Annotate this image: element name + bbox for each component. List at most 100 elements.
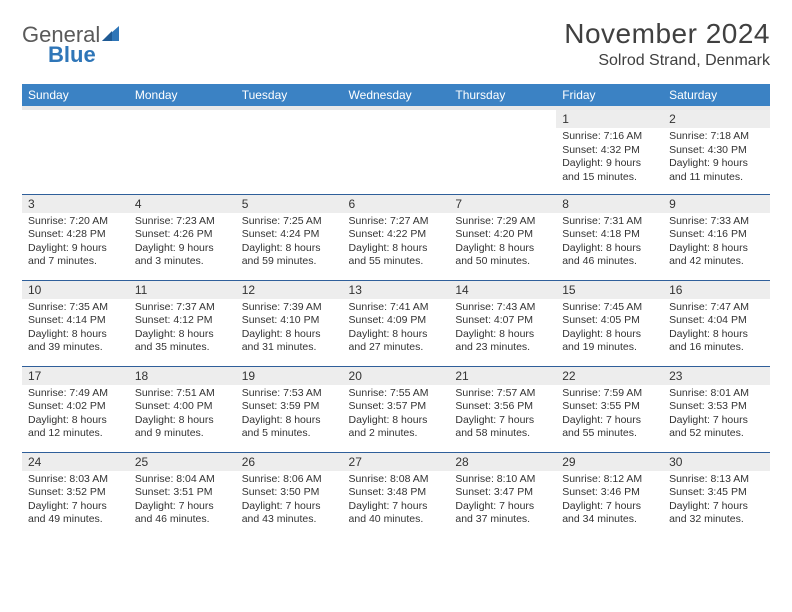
daylight-line: Daylight: 8 hours and 16 minutes.	[669, 328, 764, 355]
day-body: Sunrise: 7:33 AMSunset: 4:16 PMDaylight:…	[663, 213, 770, 274]
weekday-header: Tuesday	[236, 84, 343, 108]
day-body: Sunrise: 8:08 AMSunset: 3:48 PMDaylight:…	[343, 471, 450, 532]
sunrise-line: Sunrise: 7:33 AM	[669, 215, 764, 229]
day-body: Sunrise: 7:47 AMSunset: 4:04 PMDaylight:…	[663, 299, 770, 360]
sunset-line: Sunset: 4:30 PM	[669, 144, 764, 158]
sunrise-line: Sunrise: 7:59 AM	[562, 387, 657, 401]
daylight-line: Daylight: 7 hours and 40 minutes.	[349, 500, 444, 527]
day-body: Sunrise: 7:37 AMSunset: 4:12 PMDaylight:…	[129, 299, 236, 360]
sunrise-line: Sunrise: 8:06 AM	[242, 473, 337, 487]
day-number: 4	[129, 195, 236, 213]
calendar-cell: 14Sunrise: 7:43 AMSunset: 4:07 PMDayligh…	[449, 280, 556, 366]
day-number: 28	[449, 453, 556, 471]
day-number: 12	[236, 281, 343, 299]
daylight-line: Daylight: 7 hours and 43 minutes.	[242, 500, 337, 527]
calendar-week-row: 3Sunrise: 7:20 AMSunset: 4:28 PMDaylight…	[22, 194, 770, 280]
day-body: Sunrise: 7:18 AMSunset: 4:30 PMDaylight:…	[663, 128, 770, 189]
day-body: Sunrise: 8:03 AMSunset: 3:52 PMDaylight:…	[22, 471, 129, 532]
calendar-cell: 6Sunrise: 7:27 AMSunset: 4:22 PMDaylight…	[343, 194, 450, 280]
calendar-cell: 16Sunrise: 7:47 AMSunset: 4:04 PMDayligh…	[663, 280, 770, 366]
day-body: Sunrise: 8:10 AMSunset: 3:47 PMDaylight:…	[449, 471, 556, 532]
daylight-line: Daylight: 9 hours and 11 minutes.	[669, 157, 764, 184]
daylight-line: Daylight: 8 hours and 23 minutes.	[455, 328, 550, 355]
sunrise-line: Sunrise: 7:43 AM	[455, 301, 550, 315]
day-number: 2	[663, 110, 770, 128]
daylight-line: Daylight: 8 hours and 46 minutes.	[562, 242, 657, 269]
day-number: 1	[556, 110, 663, 128]
calendar-cell: 11Sunrise: 7:37 AMSunset: 4:12 PMDayligh…	[129, 280, 236, 366]
daylight-line: Daylight: 7 hours and 58 minutes.	[455, 414, 550, 441]
calendar-cell: 21Sunrise: 7:57 AMSunset: 3:56 PMDayligh…	[449, 366, 556, 452]
daylight-line: Daylight: 7 hours and 55 minutes.	[562, 414, 657, 441]
sunset-line: Sunset: 4:00 PM	[135, 400, 230, 414]
calendar-cell: 13Sunrise: 7:41 AMSunset: 4:09 PMDayligh…	[343, 280, 450, 366]
day-number: 27	[343, 453, 450, 471]
location: Solrod Strand, Denmark	[564, 52, 770, 70]
sunset-line: Sunset: 4:24 PM	[242, 228, 337, 242]
day-number: 21	[449, 367, 556, 385]
daylight-line: Daylight: 8 hours and 39 minutes.	[28, 328, 123, 355]
sunrise-line: Sunrise: 7:20 AM	[28, 215, 123, 229]
sunset-line: Sunset: 4:20 PM	[455, 228, 550, 242]
calendar-cell: 1Sunrise: 7:16 AMSunset: 4:32 PMDaylight…	[556, 108, 663, 194]
day-body: Sunrise: 8:12 AMSunset: 3:46 PMDaylight:…	[556, 471, 663, 532]
sunrise-line: Sunrise: 7:27 AM	[349, 215, 444, 229]
weekday-header-row: SundayMondayTuesdayWednesdayThursdayFrid…	[22, 84, 770, 108]
calendar-cell: 30Sunrise: 8:13 AMSunset: 3:45 PMDayligh…	[663, 452, 770, 538]
title-block: November 2024 Solrod Strand, Denmark	[564, 18, 770, 70]
day-number: 16	[663, 281, 770, 299]
daylight-line: Daylight: 7 hours and 37 minutes.	[455, 500, 550, 527]
calendar-cell: 29Sunrise: 8:12 AMSunset: 3:46 PMDayligh…	[556, 452, 663, 538]
sunset-line: Sunset: 3:53 PM	[669, 400, 764, 414]
day-number: 7	[449, 195, 556, 213]
day-number: 26	[236, 453, 343, 471]
day-number: 18	[129, 367, 236, 385]
calendar-cell: 8Sunrise: 7:31 AMSunset: 4:18 PMDaylight…	[556, 194, 663, 280]
sunrise-line: Sunrise: 7:23 AM	[135, 215, 230, 229]
sunset-line: Sunset: 4:26 PM	[135, 228, 230, 242]
sunset-line: Sunset: 3:52 PM	[28, 486, 123, 500]
day-body: Sunrise: 7:41 AMSunset: 4:09 PMDaylight:…	[343, 299, 450, 360]
day-body: Sunrise: 7:16 AMSunset: 4:32 PMDaylight:…	[556, 128, 663, 189]
day-body: Sunrise: 8:06 AMSunset: 3:50 PMDaylight:…	[236, 471, 343, 532]
sunrise-line: Sunrise: 7:29 AM	[455, 215, 550, 229]
day-body: Sunrise: 8:13 AMSunset: 3:45 PMDaylight:…	[663, 471, 770, 532]
sunrise-line: Sunrise: 7:53 AM	[242, 387, 337, 401]
calendar-table: SundayMondayTuesdayWednesdayThursdayFrid…	[22, 84, 770, 538]
day-body: Sunrise: 7:29 AMSunset: 4:20 PMDaylight:…	[449, 213, 556, 274]
calendar-cell: 20Sunrise: 7:55 AMSunset: 3:57 PMDayligh…	[343, 366, 450, 452]
calendar-cell: ..	[129, 108, 236, 194]
day-body: Sunrise: 7:45 AMSunset: 4:05 PMDaylight:…	[556, 299, 663, 360]
day-body: Sunrise: 7:20 AMSunset: 4:28 PMDaylight:…	[22, 213, 129, 274]
calendar-cell: 3Sunrise: 7:20 AMSunset: 4:28 PMDaylight…	[22, 194, 129, 280]
sunset-line: Sunset: 3:55 PM	[562, 400, 657, 414]
daylight-line: Daylight: 8 hours and 19 minutes.	[562, 328, 657, 355]
calendar-cell: 7Sunrise: 7:29 AMSunset: 4:20 PMDaylight…	[449, 194, 556, 280]
sunrise-line: Sunrise: 7:45 AM	[562, 301, 657, 315]
sunrise-line: Sunrise: 8:13 AM	[669, 473, 764, 487]
sunset-line: Sunset: 3:46 PM	[562, 486, 657, 500]
sail-icon	[102, 24, 122, 46]
day-number: 10	[22, 281, 129, 299]
day-body: Sunrise: 8:04 AMSunset: 3:51 PMDaylight:…	[129, 471, 236, 532]
calendar-cell: ..	[343, 108, 450, 194]
weekday-header: Saturday	[663, 84, 770, 108]
calendar-week-row: 24Sunrise: 8:03 AMSunset: 3:52 PMDayligh…	[22, 452, 770, 538]
sunrise-line: Sunrise: 7:39 AM	[242, 301, 337, 315]
sunrise-line: Sunrise: 8:10 AM	[455, 473, 550, 487]
sunset-line: Sunset: 3:57 PM	[349, 400, 444, 414]
sunrise-line: Sunrise: 7:25 AM	[242, 215, 337, 229]
daylight-line: Daylight: 8 hours and 42 minutes.	[669, 242, 764, 269]
sunrise-line: Sunrise: 7:31 AM	[562, 215, 657, 229]
day-body: Sunrise: 7:43 AMSunset: 4:07 PMDaylight:…	[449, 299, 556, 360]
day-body: Sunrise: 7:35 AMSunset: 4:14 PMDaylight:…	[22, 299, 129, 360]
sunrise-line: Sunrise: 8:12 AM	[562, 473, 657, 487]
sunrise-line: Sunrise: 7:47 AM	[669, 301, 764, 315]
daylight-line: Daylight: 8 hours and 50 minutes.	[455, 242, 550, 269]
logo: General Blue	[22, 18, 122, 66]
day-body: Sunrise: 7:25 AMSunset: 4:24 PMDaylight:…	[236, 213, 343, 274]
daylight-line: Daylight: 8 hours and 9 minutes.	[135, 414, 230, 441]
daylight-line: Daylight: 7 hours and 49 minutes.	[28, 500, 123, 527]
day-number: 29	[556, 453, 663, 471]
day-number: 23	[663, 367, 770, 385]
